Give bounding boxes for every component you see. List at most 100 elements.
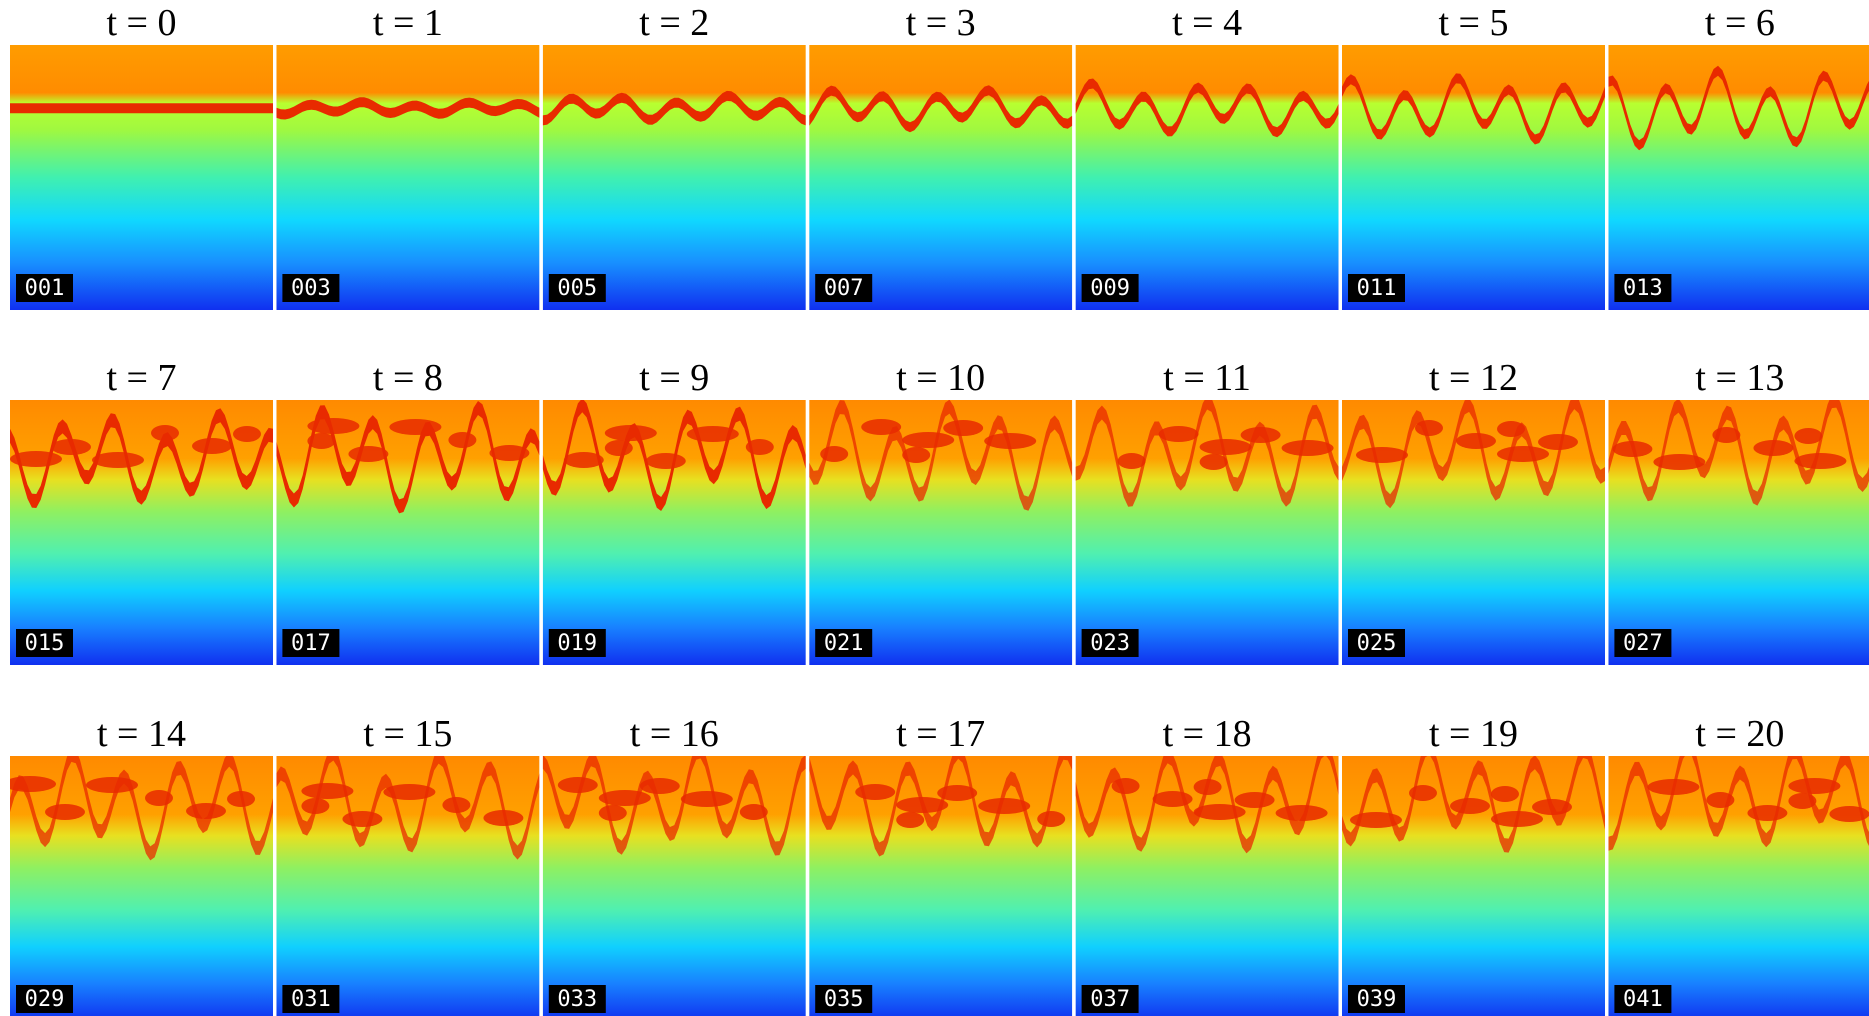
eddy [1497, 446, 1549, 462]
eddy [557, 777, 598, 793]
eddy [902, 432, 955, 448]
frame-label: 035 [824, 987, 864, 1012]
field [1608, 45, 1869, 310]
eddy [1497, 421, 1525, 437]
field [10, 45, 273, 310]
eddy [10, 451, 62, 467]
eddy [448, 432, 477, 448]
field [10, 400, 273, 665]
panel-title: t = 4 [1172, 2, 1242, 44]
eddy [1193, 804, 1246, 820]
eddy [902, 447, 931, 463]
panel-title: t = 7 [107, 357, 177, 399]
panel: t = 9 019 [542, 357, 806, 665]
field [1075, 756, 1339, 1016]
eddy [1356, 447, 1408, 463]
simulation-image [809, 400, 1073, 665]
panel-title: t = 0 [107, 2, 177, 44]
eddy [598, 790, 651, 806]
frame-label: 021 [824, 631, 864, 656]
panel-title: t = 16 [630, 713, 719, 755]
panel: t = 6 013 [1608, 2, 1869, 310]
eddy [896, 812, 925, 828]
frame-label: 015 [25, 631, 65, 656]
frame-label: 003 [291, 276, 331, 301]
panel-title: t = 18 [1163, 713, 1252, 755]
eddy [1788, 778, 1841, 794]
frame-label-bg [1614, 629, 1672, 657]
eddy [1199, 454, 1228, 470]
frame-label: 025 [1357, 631, 1397, 656]
simulation-image [542, 400, 806, 665]
frame-label: 007 [824, 276, 864, 301]
eddy [1532, 799, 1572, 815]
eddy [86, 777, 138, 793]
panel-title: t = 5 [1439, 2, 1509, 44]
simulation-image [1342, 756, 1605, 1016]
field [1075, 45, 1339, 310]
frame-label: 039 [1357, 987, 1397, 1012]
frame-label-bg [16, 274, 73, 302]
interface [542, 756, 806, 856]
frame-label: 037 [1090, 987, 1130, 1012]
panel-title: t = 20 [1695, 713, 1784, 755]
frame-label-bg [1081, 629, 1139, 657]
eddy [307, 418, 360, 434]
panel-title: t = 19 [1429, 713, 1518, 755]
frame-label-bg [815, 985, 873, 1013]
field [1075, 400, 1339, 665]
eddy [186, 803, 226, 819]
panel-title: t = 8 [373, 357, 443, 399]
frame-label-bg [1348, 629, 1405, 657]
frame-label-bg [282, 629, 340, 657]
panel: t = 2 005 [542, 2, 806, 310]
panel-title: t = 13 [1695, 357, 1784, 399]
eddy [145, 790, 173, 806]
frame-label-bg [282, 274, 340, 302]
eddy [604, 425, 657, 441]
frame-label-bg [16, 629, 73, 657]
frame-label: 009 [1090, 276, 1130, 301]
panel: t = 0 001 [10, 2, 273, 310]
simulation-image [1608, 400, 1869, 665]
frame-label-bg [815, 274, 873, 302]
eddy [1794, 453, 1847, 469]
field [276, 45, 540, 310]
frame-label-bg [548, 985, 606, 1013]
eddy [1456, 433, 1496, 449]
frame-label: 033 [557, 987, 597, 1012]
frame-label-bg [815, 629, 873, 657]
field [809, 45, 1073, 310]
frame-label: 023 [1090, 631, 1130, 656]
eddy [1199, 439, 1252, 455]
simulation-image [1608, 756, 1869, 1016]
eddy [598, 805, 627, 821]
eddy [1747, 805, 1788, 821]
eddy [1350, 812, 1402, 828]
simulation-image [10, 45, 273, 310]
frame-label-bg [282, 985, 340, 1013]
panel-title: t = 9 [639, 357, 709, 399]
panel-title: t = 12 [1429, 357, 1518, 399]
simulation-image [1075, 45, 1339, 310]
eddy [639, 778, 680, 794]
frame-label: 017 [291, 631, 331, 656]
frame-label-bg [1081, 985, 1139, 1013]
eddy [342, 811, 383, 827]
frame-label-bg [548, 629, 606, 657]
eddy [348, 446, 389, 462]
frame-label-bg [16, 985, 73, 1013]
interface [1075, 400, 1339, 507]
simulation-image [542, 756, 806, 1016]
eddy [1712, 427, 1741, 443]
panel: t = 4 009 [1075, 2, 1339, 310]
panel: t = 3 007 [809, 2, 1073, 310]
eddy [1152, 791, 1193, 807]
eddy [383, 784, 436, 800]
simulation-image [809, 756, 1073, 1016]
interface [1608, 756, 1869, 851]
simulation-image [10, 400, 273, 665]
eddy [645, 453, 686, 469]
interface [1075, 78, 1339, 138]
eddy [301, 798, 330, 814]
